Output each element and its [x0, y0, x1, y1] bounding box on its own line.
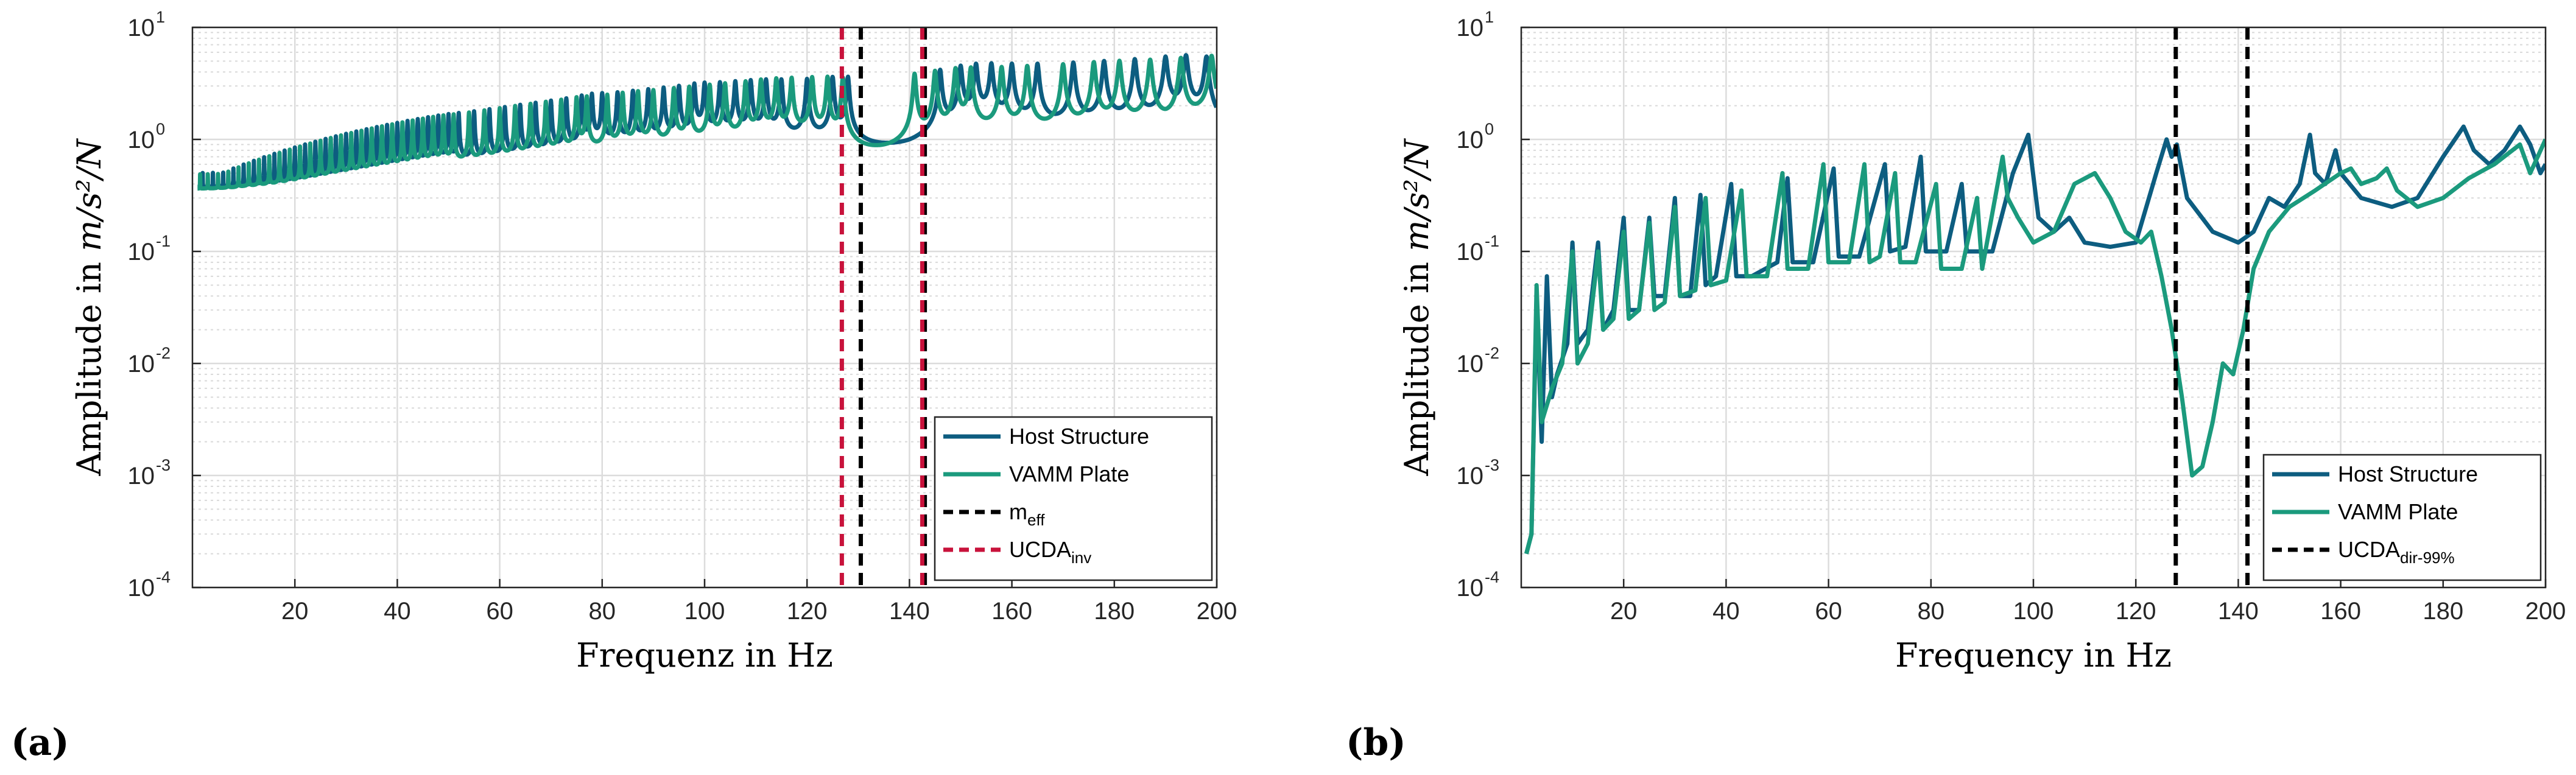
y-tick-exponent: 1 — [1485, 8, 1494, 26]
y-tick-exponent: -4 — [1485, 568, 1499, 586]
x-tick-label: 60 — [486, 598, 513, 625]
y-tick-exponent: 0 — [1485, 120, 1494, 138]
y-tick-exponent: -2 — [1485, 344, 1499, 362]
x-tick-label: 40 — [384, 598, 411, 625]
y-tick-label: 10 — [128, 575, 155, 601]
y-tick-label: 10 — [1457, 575, 1484, 601]
y-tick-label: 10 — [1457, 351, 1484, 377]
series-line-vamm-plate — [195, 54, 1217, 191]
x-tick-label: 180 — [2423, 598, 2463, 625]
y-tick-exponent: 1 — [156, 8, 165, 26]
x-tick-label: 120 — [2116, 598, 2156, 625]
y-tick-label: 10 — [128, 463, 155, 489]
x-tick-label: 20 — [1610, 598, 1638, 625]
plot-series — [1524, 27, 2546, 587]
x-tick-label: 160 — [2320, 598, 2361, 625]
legend-label: VAMM Plate — [1009, 461, 1129, 486]
y-tick-exponent: -1 — [1485, 232, 1499, 250]
y-tick-label: 10 — [128, 127, 155, 153]
legend-label: Host Structure — [1009, 424, 1149, 449]
x-tick-label: 180 — [1094, 598, 1135, 625]
y-tick-exponent: -3 — [1485, 456, 1499, 474]
y-tick-label: 10 — [1457, 463, 1484, 489]
y-axis-label: Amplitude in m/s²/N — [1398, 138, 1436, 477]
x-axis-label: Frequenz in Hz — [576, 636, 833, 675]
x-tick-label: 100 — [2013, 598, 2054, 625]
grid — [192, 26, 1218, 589]
legend-label: VAMM Plate — [2338, 499, 2458, 524]
y-tick-exponent: 0 — [156, 120, 165, 138]
y-tick-exponent: -2 — [156, 344, 171, 362]
x-tick-label: 20 — [281, 598, 309, 625]
panel-tag: (b) — [1346, 721, 1406, 764]
x-tick-label: 200 — [2525, 598, 2566, 625]
panel-b: 20 40 60 80 100 120 140 160 180 20010-410-310-210… — [1346, 8, 2566, 764]
x-tick-label: 160 — [991, 598, 1032, 625]
x-tick-label: 140 — [2218, 598, 2259, 625]
x-tick-label: 60 — [1815, 598, 1842, 625]
panel-tag: (a) — [11, 721, 69, 764]
legend-label: Host Structure — [2338, 461, 2478, 486]
y-tick-label: 10 — [1457, 15, 1484, 41]
x-axis-label: Frequency in Hz — [1895, 636, 2172, 675]
y-tick-label: 10 — [128, 15, 155, 41]
y-tick-label: 10 — [1457, 239, 1484, 265]
y-tick-exponent: -1 — [156, 232, 171, 250]
x-tick-label: 40 — [1712, 598, 1740, 625]
y-tick-label: 10 — [1457, 127, 1484, 153]
plot-series — [195, 27, 1217, 587]
x-tick-label: 100 — [684, 598, 725, 625]
y-axis-label: Amplitude in m/s²/N — [70, 138, 108, 477]
y-tick-label: 10 — [128, 239, 155, 265]
x-tick-label: 200 — [1197, 598, 1237, 625]
panel-a: 20 40 60 80 100 120 140 160 180 20010-410-310-210… — [11, 8, 1237, 764]
y-tick-exponent: -4 — [156, 568, 171, 586]
y-tick-exponent: -3 — [156, 456, 171, 474]
x-tick-label: 120 — [787, 598, 828, 625]
legend-box — [934, 416, 1213, 581]
x-tick-label: 80 — [1918, 598, 1945, 625]
x-tick-label: 80 — [589, 598, 616, 625]
x-tick-label: 140 — [889, 598, 930, 625]
series-line-vamm-plate — [1524, 138, 2546, 555]
y-tick-label: 10 — [128, 351, 155, 377]
